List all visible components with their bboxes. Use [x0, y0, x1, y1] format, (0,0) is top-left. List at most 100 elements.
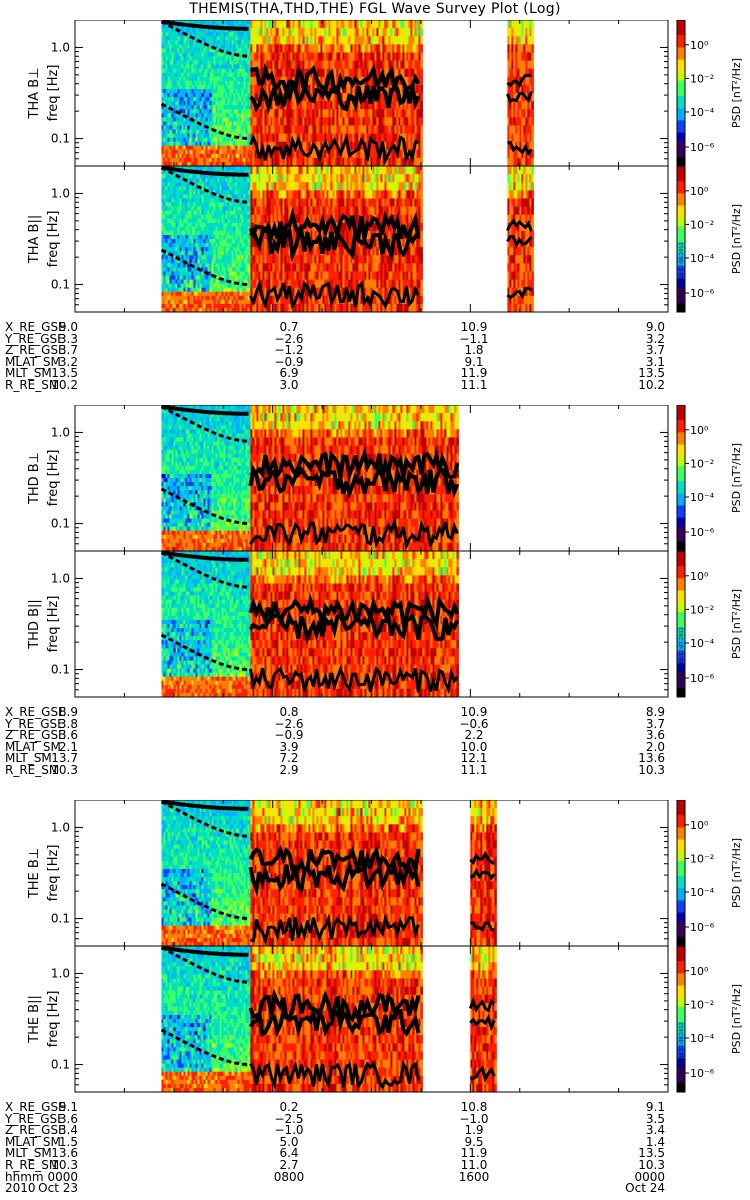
spectrogram-cell [213, 97, 216, 102]
spectrogram-cell [227, 291, 230, 297]
spectrogram-cell [330, 125, 333, 135]
spectrogram-cell [306, 125, 309, 135]
spectrogram-cell [199, 48, 202, 53]
spectrogram-cell [191, 153, 194, 159]
spectrogram-cell [346, 28, 349, 37]
spectrogram-cell [179, 210, 182, 216]
spectrogram-cell [231, 97, 234, 102]
spectrogram-cell [227, 178, 230, 183]
spectrogram-cell [235, 157, 238, 163]
spectrogram-cell [239, 84, 242, 90]
spectrogram-cell [513, 109, 516, 118]
spectrogram-cell [517, 36, 520, 45]
spectrogram-cell [175, 36, 178, 41]
spectrogram-cell [209, 84, 212, 90]
spectrogram-cell [167, 44, 170, 49]
spectrogram-cell [209, 40, 212, 45]
spectrogram-cell [213, 153, 216, 159]
spectrogram-cell [205, 198, 208, 203]
spectrogram-cell [185, 263, 188, 268]
spectrogram-cell [324, 52, 327, 62]
spectrogram-cell [346, 109, 349, 118]
spectrogram-cell [274, 125, 277, 135]
spectrogram-cell [336, 117, 339, 126]
spectrogram-cell [189, 101, 192, 106]
spectrogram-cell [314, 60, 317, 70]
spectrogram-cell [191, 210, 194, 216]
spectrogram-cell [201, 117, 204, 122]
spectrogram-cell [392, 125, 395, 135]
spectrogram-cell [173, 287, 176, 293]
spectrogram-cell [372, 149, 375, 159]
spectrogram-cell [221, 56, 224, 62]
spectrogram-cell [235, 178, 238, 183]
spectrogram-cell [334, 52, 337, 62]
spectrogram-cell [191, 56, 194, 62]
spectrogram-cell [203, 149, 206, 155]
spectrogram-cell [183, 295, 186, 301]
spectrogram-cell [187, 137, 190, 143]
spectrogram-cell [171, 40, 174, 45]
spectrogram-cell [243, 84, 246, 90]
spectrogram-cell [219, 93, 222, 98]
spectrogram-cell [231, 206, 234, 212]
spectrogram-cell [340, 133, 343, 143]
spectrogram-cell [254, 133, 257, 143]
spectrogram-cell [175, 259, 178, 264]
spectrogram-cell [169, 214, 172, 220]
spectrogram-cell [175, 141, 178, 147]
spectrogram-cell [394, 157, 397, 167]
spectrogram-cell [296, 20, 299, 29]
spectrogram-cell [376, 133, 379, 143]
spectrogram-cell [374, 36, 377, 45]
spectrogram-cell [237, 72, 240, 78]
spectrogram-cell [412, 36, 415, 45]
spectrogram-cell [163, 76, 166, 82]
spectrogram-cell [229, 263, 232, 268]
spectrogram-cell [219, 80, 222, 86]
spectrogram-cell [211, 141, 214, 147]
spectrogram-cell [328, 28, 331, 37]
spectrogram-cell [213, 174, 216, 179]
spectrogram-cell [290, 157, 293, 167]
spectrogram-cell [227, 226, 230, 232]
spectrogram-cell [207, 133, 210, 139]
spectrogram-cell [406, 125, 409, 135]
spectrogram-cell [185, 182, 188, 187]
spectrogram-cell [235, 153, 238, 159]
spectrogram-cell [205, 149, 208, 155]
spectrogram-cell [225, 149, 228, 155]
spectrogram-cell [352, 84, 355, 94]
spectrogram-cell [215, 234, 218, 240]
spectrogram-cell [173, 32, 176, 37]
spectrogram-cell [167, 101, 170, 106]
spectrogram-cell [225, 157, 228, 163]
spectrogram-cell [193, 198, 196, 203]
spectrogram-cell [356, 101, 359, 110]
spectrogram-cell [191, 20, 194, 25]
spectrogram-cell [193, 125, 196, 130]
spectrogram-cell [268, 109, 271, 118]
spectrogram-cell [266, 60, 269, 70]
spectrogram-cell [181, 202, 184, 208]
spectrogram-cell [237, 93, 240, 98]
spectrogram-cell [223, 263, 226, 268]
spectrogram-cell [223, 243, 226, 248]
spectrogram-cell [294, 125, 297, 135]
spectrogram-cell [209, 247, 212, 252]
spectrogram-cell [517, 101, 520, 110]
spectrogram-cell [185, 84, 188, 90]
spectrogram-cell [217, 72, 220, 78]
spectrogram-cell [213, 52, 216, 57]
spectrogram-cell [173, 48, 176, 53]
spectrogram-cell [310, 60, 313, 70]
spectrogram-cell [193, 222, 196, 228]
spectrogram-cell [239, 194, 242, 199]
spectrogram-cell [223, 105, 226, 110]
spectrogram-cell [231, 255, 234, 260]
spectrogram-cell [187, 307, 190, 313]
spectrogram-cell [173, 113, 176, 118]
spectrogram-cell [163, 259, 166, 264]
spectrogram-cell [191, 161, 194, 167]
spectrogram-cell [187, 133, 190, 139]
